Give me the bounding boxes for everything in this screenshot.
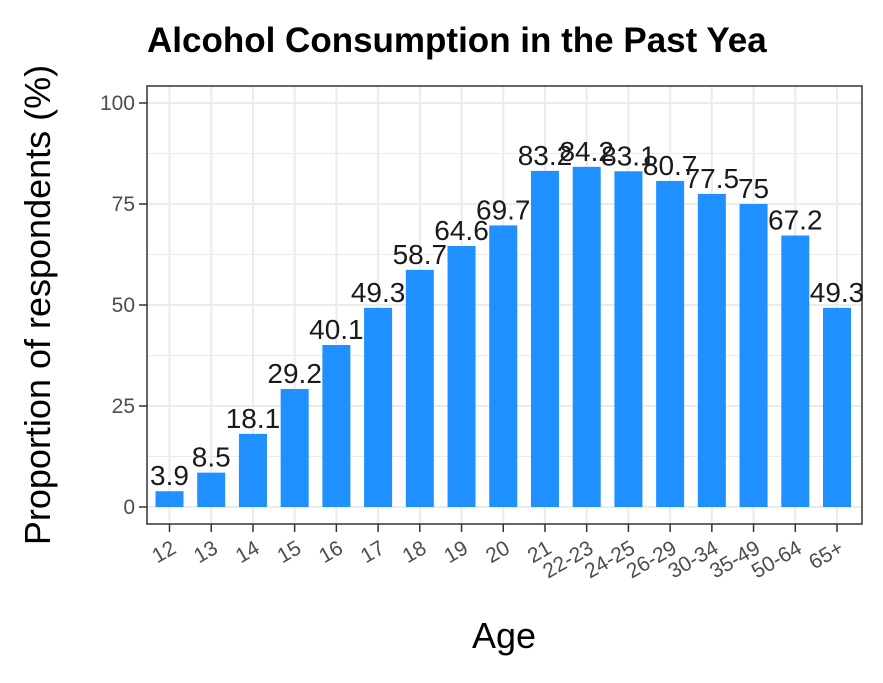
y-tick-label: 25	[112, 395, 135, 418]
bar	[155, 491, 184, 507]
bar	[739, 204, 768, 507]
data-label: 83.2	[518, 140, 573, 171]
data-label: 8.5	[192, 442, 231, 473]
y-axis-ticks: 0 25 50 75 100	[100, 92, 147, 519]
data-label: 64.6	[434, 215, 489, 246]
y-tick-label: 75	[112, 193, 135, 216]
bar	[781, 235, 810, 507]
data-label: 49.3	[351, 277, 406, 308]
bar	[572, 166, 601, 507]
bar	[614, 171, 643, 507]
data-label: 3.9	[150, 460, 189, 491]
data-label: 58.7	[393, 239, 448, 270]
bar	[489, 225, 518, 508]
data-label: 67.2	[768, 205, 823, 236]
data-label: 83.1	[601, 140, 656, 171]
x-axis-title: Age	[472, 615, 536, 656]
bar	[280, 389, 309, 507]
bar	[322, 344, 351, 507]
data-label: 75	[738, 173, 769, 204]
data-label: 49.3	[810, 277, 865, 308]
data-labels: 3.98.5 18.1 29.2 40.1 49.3 58.764.669.7 83.284…	[150, 136, 864, 491]
bar	[364, 307, 393, 507]
bar	[823, 307, 851, 507]
data-label: 77.5	[685, 163, 740, 194]
bar	[197, 472, 226, 507]
y-tick-label: 0	[123, 496, 135, 519]
bar	[530, 170, 559, 507]
bar	[238, 433, 267, 507]
y-tick-label: 50	[112, 294, 135, 317]
chart-title: Alcohol Consumption in the Past Yea	[147, 21, 767, 60]
bar	[405, 269, 434, 507]
y-tick-label: 100	[100, 92, 135, 115]
data-label: 80.7	[643, 150, 698, 181]
data-label: 29.2	[267, 358, 322, 389]
data-label: 18.1	[226, 403, 281, 434]
data-label: 69.7	[476, 194, 531, 225]
bar	[447, 246, 476, 508]
bars	[155, 166, 851, 508]
data-label: 40.1	[309, 314, 364, 345]
y-axis-title: Proportion of respondents (%)	[17, 65, 58, 545]
bar	[697, 193, 726, 507]
bar	[656, 180, 685, 508]
data-label: 84.2	[559, 136, 614, 167]
